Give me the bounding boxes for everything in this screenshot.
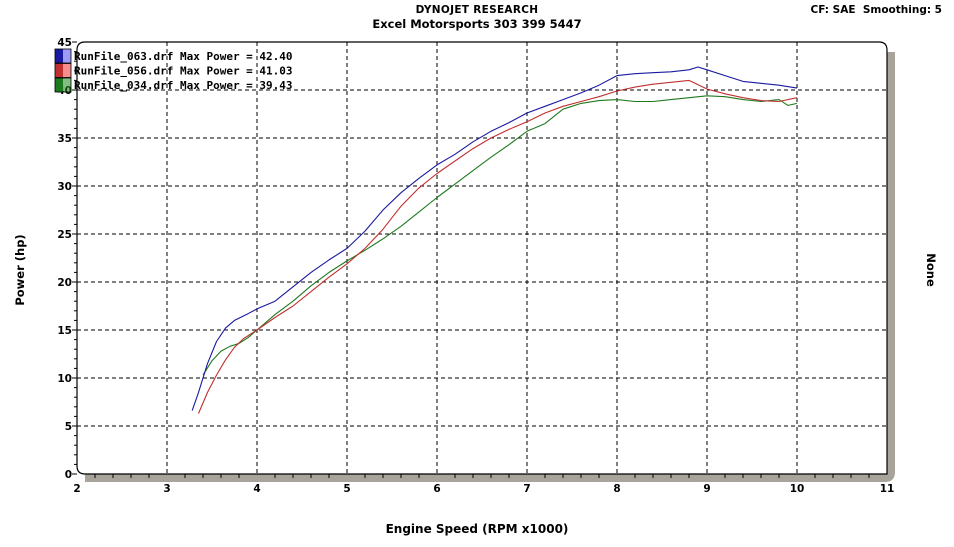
legend-item: RunFile_056.drf Max Power = 41.03 [54,63,293,78]
correction-factor-info: CF: SAE Smoothing: 5 [810,4,942,16]
legend-item: RunFile_034.drf Max Power = 39.43 [54,77,293,93]
y-tick-label: 20 [57,277,72,289]
chart-subtitle: Excel Motorsports 303 399 5447 [372,17,582,31]
y-tick-label: 0 [65,469,72,481]
power-curves [191,66,798,414]
y-tick-label: 5 [65,421,72,433]
x-tick-label: 8 [613,483,620,495]
x-axis-label: Engine Speed (RPM x1000) [385,522,569,536]
axis-tick-labels: 234567891011051015202530354045 [57,37,894,495]
x-tick-label: 9 [703,483,710,495]
y-tick-label: 45 [57,37,72,49]
legend-item: RunFile_063.drf Max Power = 42.40 [54,48,293,64]
legend-swatch [55,78,63,92]
x-tick-label: 10 [790,483,805,495]
legend-label: RunFile_056.drf Max Power = 41.03 [74,65,293,78]
x-tick-label: 5 [343,483,350,495]
y-tick-label: 25 [57,229,72,241]
chart-title: DYNOJET RESEARCH [415,4,539,16]
x-tick-label: 4 [253,483,260,495]
y-tick-label: 10 [57,373,72,385]
legend-label: RunFile_063.drf Max Power = 42.40 [74,50,293,63]
y-tick-label: 30 [57,181,72,193]
legend-label: RunFile_034.drf Max Power = 39.43 [74,79,293,92]
y-tick-label: 35 [57,133,72,145]
legend-swatch [55,63,63,78]
x-tick-label: 7 [523,483,530,495]
plot-frame [76,41,888,475]
x-tick-label: 11 [880,483,895,495]
legend: RunFile_063.drf Max Power = 42.40 RunFile… [54,48,293,93]
grid-lines [77,42,887,474]
x-tick-label: 2 [73,483,80,495]
x-tick-label: 6 [433,483,440,495]
y-tick-label: 15 [57,325,72,337]
power-curve-1 [197,79,798,414]
axis-ticks [72,41,870,478]
legend-swatch [55,49,63,63]
x-tick-label: 3 [163,483,170,495]
power-curve-0 [191,66,798,411]
